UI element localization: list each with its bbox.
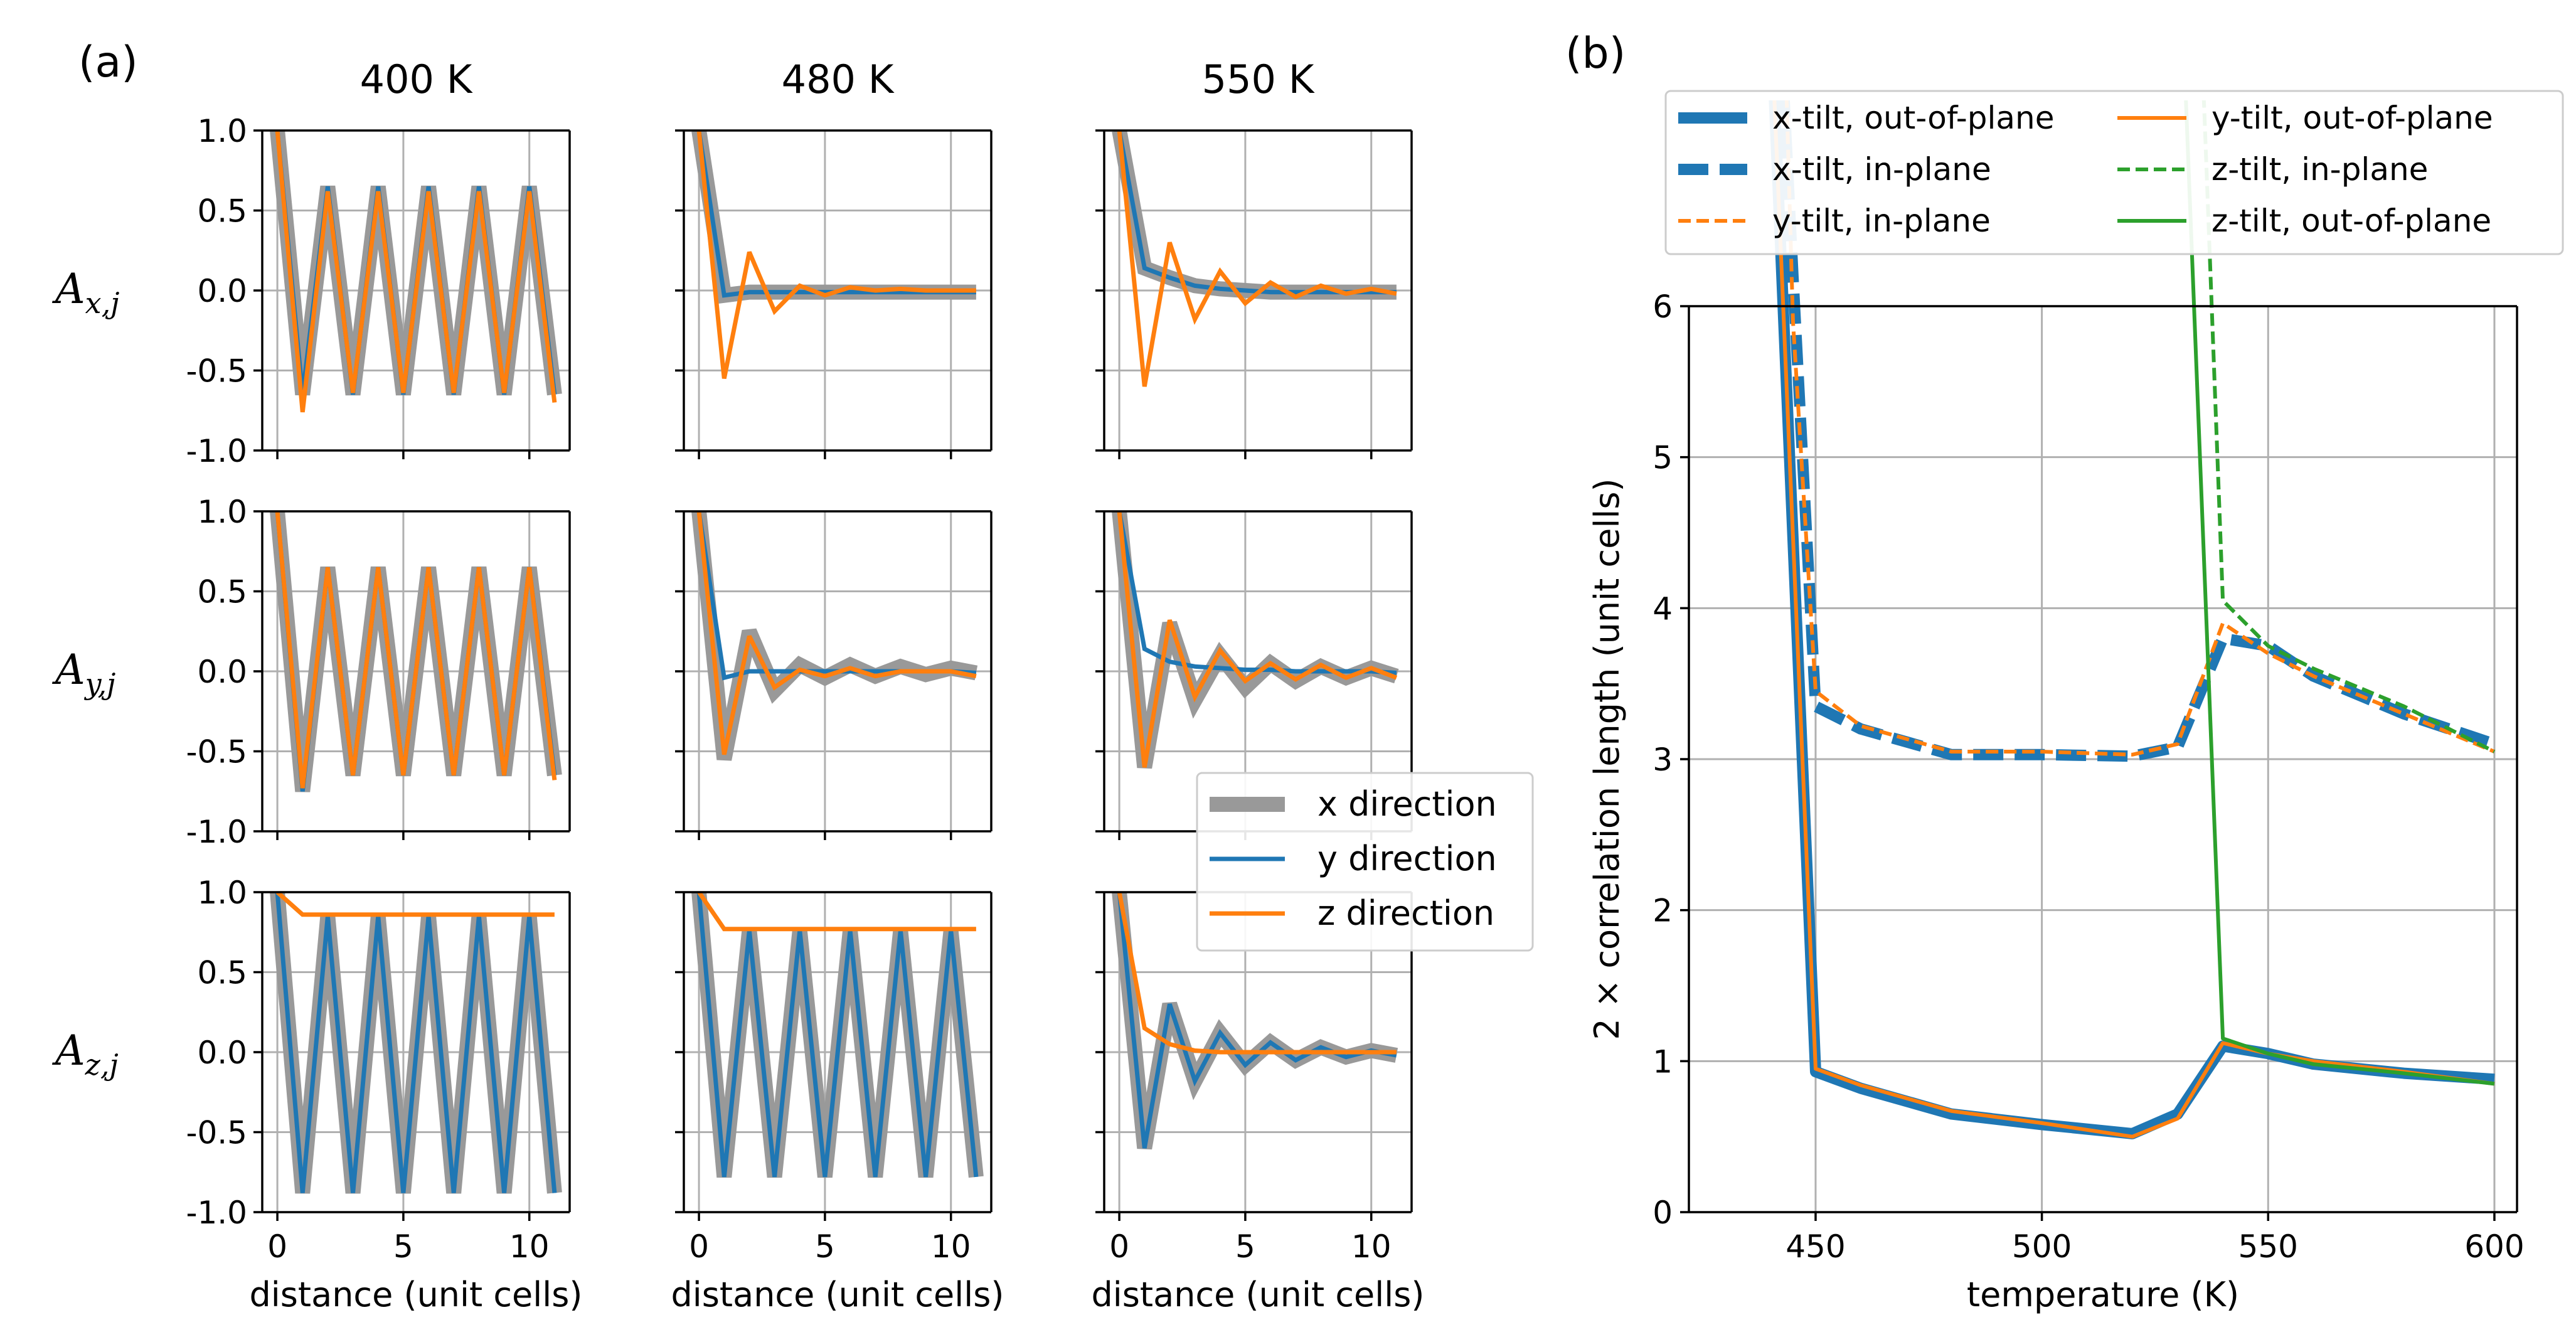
x-tick-label: 10 — [931, 1228, 971, 1265]
x-axis-label: temperature (K) — [1967, 1275, 2239, 1314]
legend-label-y: y direction — [1317, 839, 1497, 878]
subplot-lines — [277, 511, 555, 791]
figure: (a) (b) 1.0 0.5 0.0 -0.5 -1.0 400 K 480 K 550 K… — [0, 0, 2576, 1337]
row-label-subscript: y,j — [84, 667, 116, 701]
y-tick-label: 0.0 — [197, 1035, 247, 1071]
subplot-lines — [699, 511, 976, 759]
x-axis-label: distance (unit cells) — [1092, 1275, 1425, 1314]
row-label-subscript: x,j — [85, 286, 120, 320]
row-label-main: A — [51, 1026, 85, 1075]
y-tick-label: -0.5 — [186, 1115, 247, 1151]
x-tick-label: 10 — [1351, 1228, 1392, 1265]
y-tick-label: 6 — [1653, 289, 1673, 325]
column-title: 400 K — [360, 56, 473, 102]
x-tick-label: 5 — [1235, 1228, 1255, 1265]
y-tick-label: -0.5 — [186, 734, 247, 770]
legend-label-5: z-tilt, out-of-plane — [2211, 203, 2491, 239]
x-tick-label: 5 — [393, 1228, 413, 1265]
subplot-lines — [699, 131, 976, 378]
row-label: Ay,j — [51, 646, 115, 701]
series-line-y-direction — [699, 131, 976, 296]
y-tick-label: 1.0 — [197, 494, 247, 530]
x-tick-label: 550 — [2238, 1228, 2298, 1265]
subplot-lines — [1119, 511, 1397, 767]
series-line-z-direction — [699, 511, 976, 755]
y-tick-label: 0 — [1653, 1195, 1673, 1231]
y-tick-label: 2 — [1653, 893, 1673, 929]
y-tick-label: 5 — [1653, 440, 1673, 476]
y-tick-label: -1.0 — [186, 433, 247, 469]
y-tick-label: 1 — [1653, 1043, 1673, 1080]
legend-label-2: y-tilt, in-plane — [1772, 203, 1991, 239]
y-tick-label: 3 — [1653, 742, 1673, 778]
subplot-lines — [277, 892, 555, 1193]
x-tick-label: 600 — [2464, 1228, 2524, 1265]
panel-b: 0 1 2 3 4 5 6 450 500 550 600 temperature (K) 2 × co… — [1587, 4, 2563, 1314]
y-tick-label: 4 — [1653, 590, 1673, 627]
series-line-x-direction — [699, 511, 976, 759]
panel-label-a: (a) — [78, 38, 138, 87]
subplot-r0-c2: 550 K — [1095, 56, 1412, 459]
subplot-r0-c1: 480 K — [675, 56, 991, 459]
y-axis-label: 2 × correlation length (unit cells) — [1587, 478, 1627, 1040]
legend-label-1: x-tilt, in-plane — [1772, 151, 1991, 188]
y-tick-label: 1.0 — [197, 113, 247, 149]
row-label: Ax,j — [51, 265, 120, 320]
series-line-z-direction — [1119, 131, 1397, 386]
x-tick-label: 5 — [815, 1228, 835, 1265]
y-tick-label: 1.0 — [197, 875, 247, 911]
legend-label-4: z-tilt, in-plane — [2211, 151, 2428, 188]
panel-label-b: (b) — [1565, 29, 1626, 78]
legend-label-z: z direction — [1317, 893, 1494, 933]
legend-b: x-tilt, out-of-plane x-tilt, in-plane y-ti… — [1666, 91, 2563, 254]
y-tick-label: 0.0 — [197, 654, 247, 690]
legend-label-x: x direction — [1317, 784, 1497, 824]
series-line-x-direction — [1119, 511, 1397, 767]
row-label: Az,j — [51, 1026, 119, 1082]
y-tick-label: -1.0 — [186, 1195, 247, 1231]
subplot-lines — [1119, 131, 1397, 386]
y-tick-label: 0.0 — [197, 273, 247, 309]
y-tick-label: 0.5 — [197, 955, 247, 991]
subplot-r2-c0: 1.0 0.5 0.0 -0.5 -1.0 0 5 10 distance (unit cell… — [186, 875, 582, 1314]
x-tick-label: 0 — [1109, 1228, 1129, 1265]
panel-a: 1.0 0.5 0.0 -0.5 -1.0 400 K 480 K 550 K Ax,j 1.0 0… — [51, 56, 1533, 1314]
subplot-r2-c1: 0 5 10 distance (unit cells) — [671, 892, 1004, 1314]
x-tick-label: 0 — [689, 1228, 709, 1265]
x-tick-label: 10 — [509, 1228, 550, 1265]
row-label-main: A — [51, 265, 85, 313]
series-line-z-direction — [699, 892, 976, 929]
y-tick-label: 0.5 — [197, 193, 247, 230]
subplot-r1-c1 — [675, 511, 991, 840]
y-tick-label: 0.5 — [197, 574, 247, 610]
x-axis-label: distance (unit cells) — [671, 1275, 1004, 1314]
x-tick-label: 450 — [1786, 1228, 1845, 1265]
x-tick-label: 0 — [267, 1228, 287, 1265]
series-line-z-direction — [277, 892, 555, 915]
x-axis-label: distance (unit cells) — [250, 1275, 583, 1314]
column-title: 550 K — [1202, 56, 1315, 102]
legend-label-3: y-tilt, out-of-plane — [2211, 100, 2493, 136]
series-line-z-direction — [699, 131, 976, 378]
row-label-subscript: z,j — [85, 1048, 119, 1082]
subplot-lines — [699, 892, 976, 1177]
legend-a: x direction y direction z direction — [1197, 773, 1533, 951]
subplot-r0-c0: 1.0 0.5 0.0 -0.5 -1.0 400 K — [186, 56, 570, 469]
column-title: 480 K — [782, 56, 895, 102]
row-label-main: A — [51, 646, 85, 694]
series-line-x-direction — [699, 131, 976, 296]
legend-label-0: x-tilt, out-of-plane — [1772, 100, 2055, 136]
subplot-r2-c2: 0 5 10 distance (unit cells) — [1092, 892, 1425, 1314]
subplot-r1-c0: 1.0 0.5 0.0 -0.5 -1.0 — [186, 494, 570, 850]
y-tick-label: -0.5 — [186, 353, 247, 390]
x-tick-label: 500 — [2012, 1228, 2072, 1265]
y-tick-label: -1.0 — [186, 814, 247, 850]
